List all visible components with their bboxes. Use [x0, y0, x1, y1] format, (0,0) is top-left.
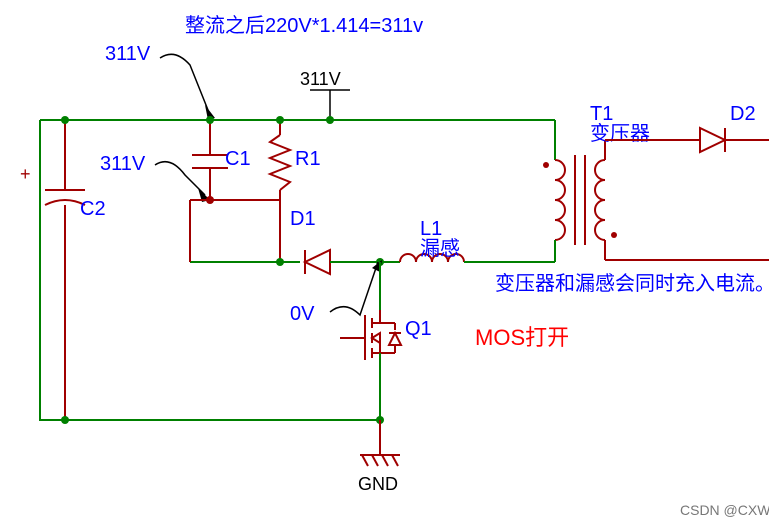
- probe-311-left: 311V: [100, 153, 146, 175]
- node-c2-bot: [61, 416, 69, 424]
- node-r1-top: [276, 116, 284, 124]
- c2-label: C2: [80, 198, 106, 220]
- probe-wire-1: [160, 54, 210, 115]
- c1-label: C1: [225, 148, 251, 170]
- svg-text:+: +: [20, 164, 31, 184]
- l1-label: L1: [420, 218, 442, 240]
- node-c2-top: [61, 116, 69, 124]
- c2-capacitor: +: [20, 120, 85, 420]
- mos-on-text: MOS打开: [475, 325, 569, 350]
- gnd-label: GND: [358, 474, 398, 494]
- node-rail-mid: [326, 116, 334, 124]
- probe-wire-3: [330, 262, 378, 315]
- node-d1: [276, 258, 284, 266]
- node-c1-top: [206, 116, 214, 124]
- l1-sub: 漏感: [420, 237, 460, 260]
- t1-sub: 变压器: [590, 122, 650, 145]
- probe-wire-2: [155, 162, 205, 195]
- note-transformer: 变压器和漏感会同时充入电流。: [495, 272, 769, 295]
- d1-diode: D1: [280, 200, 316, 230]
- gnd-symbol: [360, 420, 400, 466]
- t1-label: T1: [590, 103, 613, 125]
- svg-text:D1: D1: [290, 208, 316, 230]
- r1-resistor: [270, 120, 290, 200]
- r1-label: R1: [295, 148, 321, 170]
- d2-label: D2: [730, 103, 756, 125]
- title-text: 整流之后220V*1.414=311v: [185, 14, 423, 37]
- probe-311-top: 311V: [105, 43, 151, 65]
- probe-0v: 0V: [290, 303, 315, 325]
- q1-label: Q1: [405, 318, 432, 340]
- label-311-mid: 311V: [300, 69, 341, 89]
- d2-diode: [700, 128, 769, 152]
- watermark: CSDN @CXWB: [680, 502, 769, 518]
